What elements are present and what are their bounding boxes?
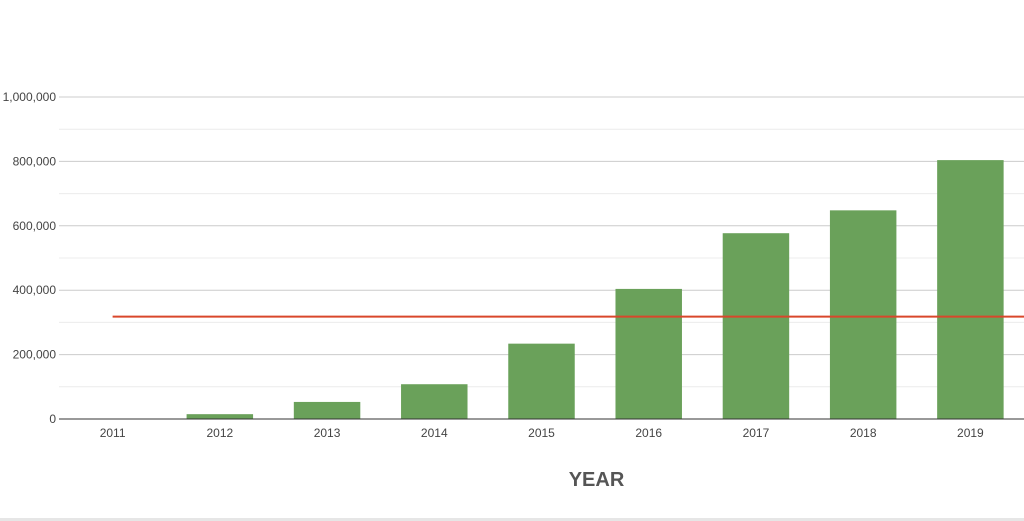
x-tick-label: 2019 [957, 426, 984, 440]
bottom-divider [0, 518, 1024, 521]
x-tick-label: 2015 [528, 426, 555, 440]
x-axis-title: YEAR [569, 469, 625, 491]
x-tick-label: 2016 [635, 426, 662, 440]
x-tick-label: 2014 [421, 426, 448, 440]
bar-2012 [186, 414, 254, 419]
bars [79, 160, 1004, 419]
x-tick-label: 2012 [206, 426, 233, 440]
bar-2015 [508, 343, 575, 419]
bar-2016 [615, 288, 682, 419]
y-tick-label: 800,000 [13, 154, 57, 168]
x-tick-label: 2011 [100, 426, 126, 440]
bar-2017 [722, 233, 790, 419]
y-tick-label: 600,000 [13, 219, 57, 233]
bar-2013 [293, 401, 361, 419]
y-tick-label: 0 [49, 412, 56, 426]
x-tick-label: 2013 [314, 426, 341, 440]
y-axis-tick-labels: 0 200,000 400,000 600,000 800,000 1,000,000 [3, 90, 57, 426]
x-tick-label: 2017 [743, 426, 770, 440]
y-tick-label: 200,000 [13, 348, 57, 362]
bar-2019 [937, 160, 1004, 419]
bar-2014 [401, 384, 468, 419]
x-axis-tick-labels: 2011 2012 2013 2014 2015 2016 2017 2018 2019 [100, 426, 984, 440]
y-tick-label: 400,000 [13, 283, 57, 297]
y-tick-label: 1,000,000 [3, 90, 57, 104]
x-tick-label: 2018 [850, 426, 877, 440]
bar-2018 [829, 210, 897, 419]
